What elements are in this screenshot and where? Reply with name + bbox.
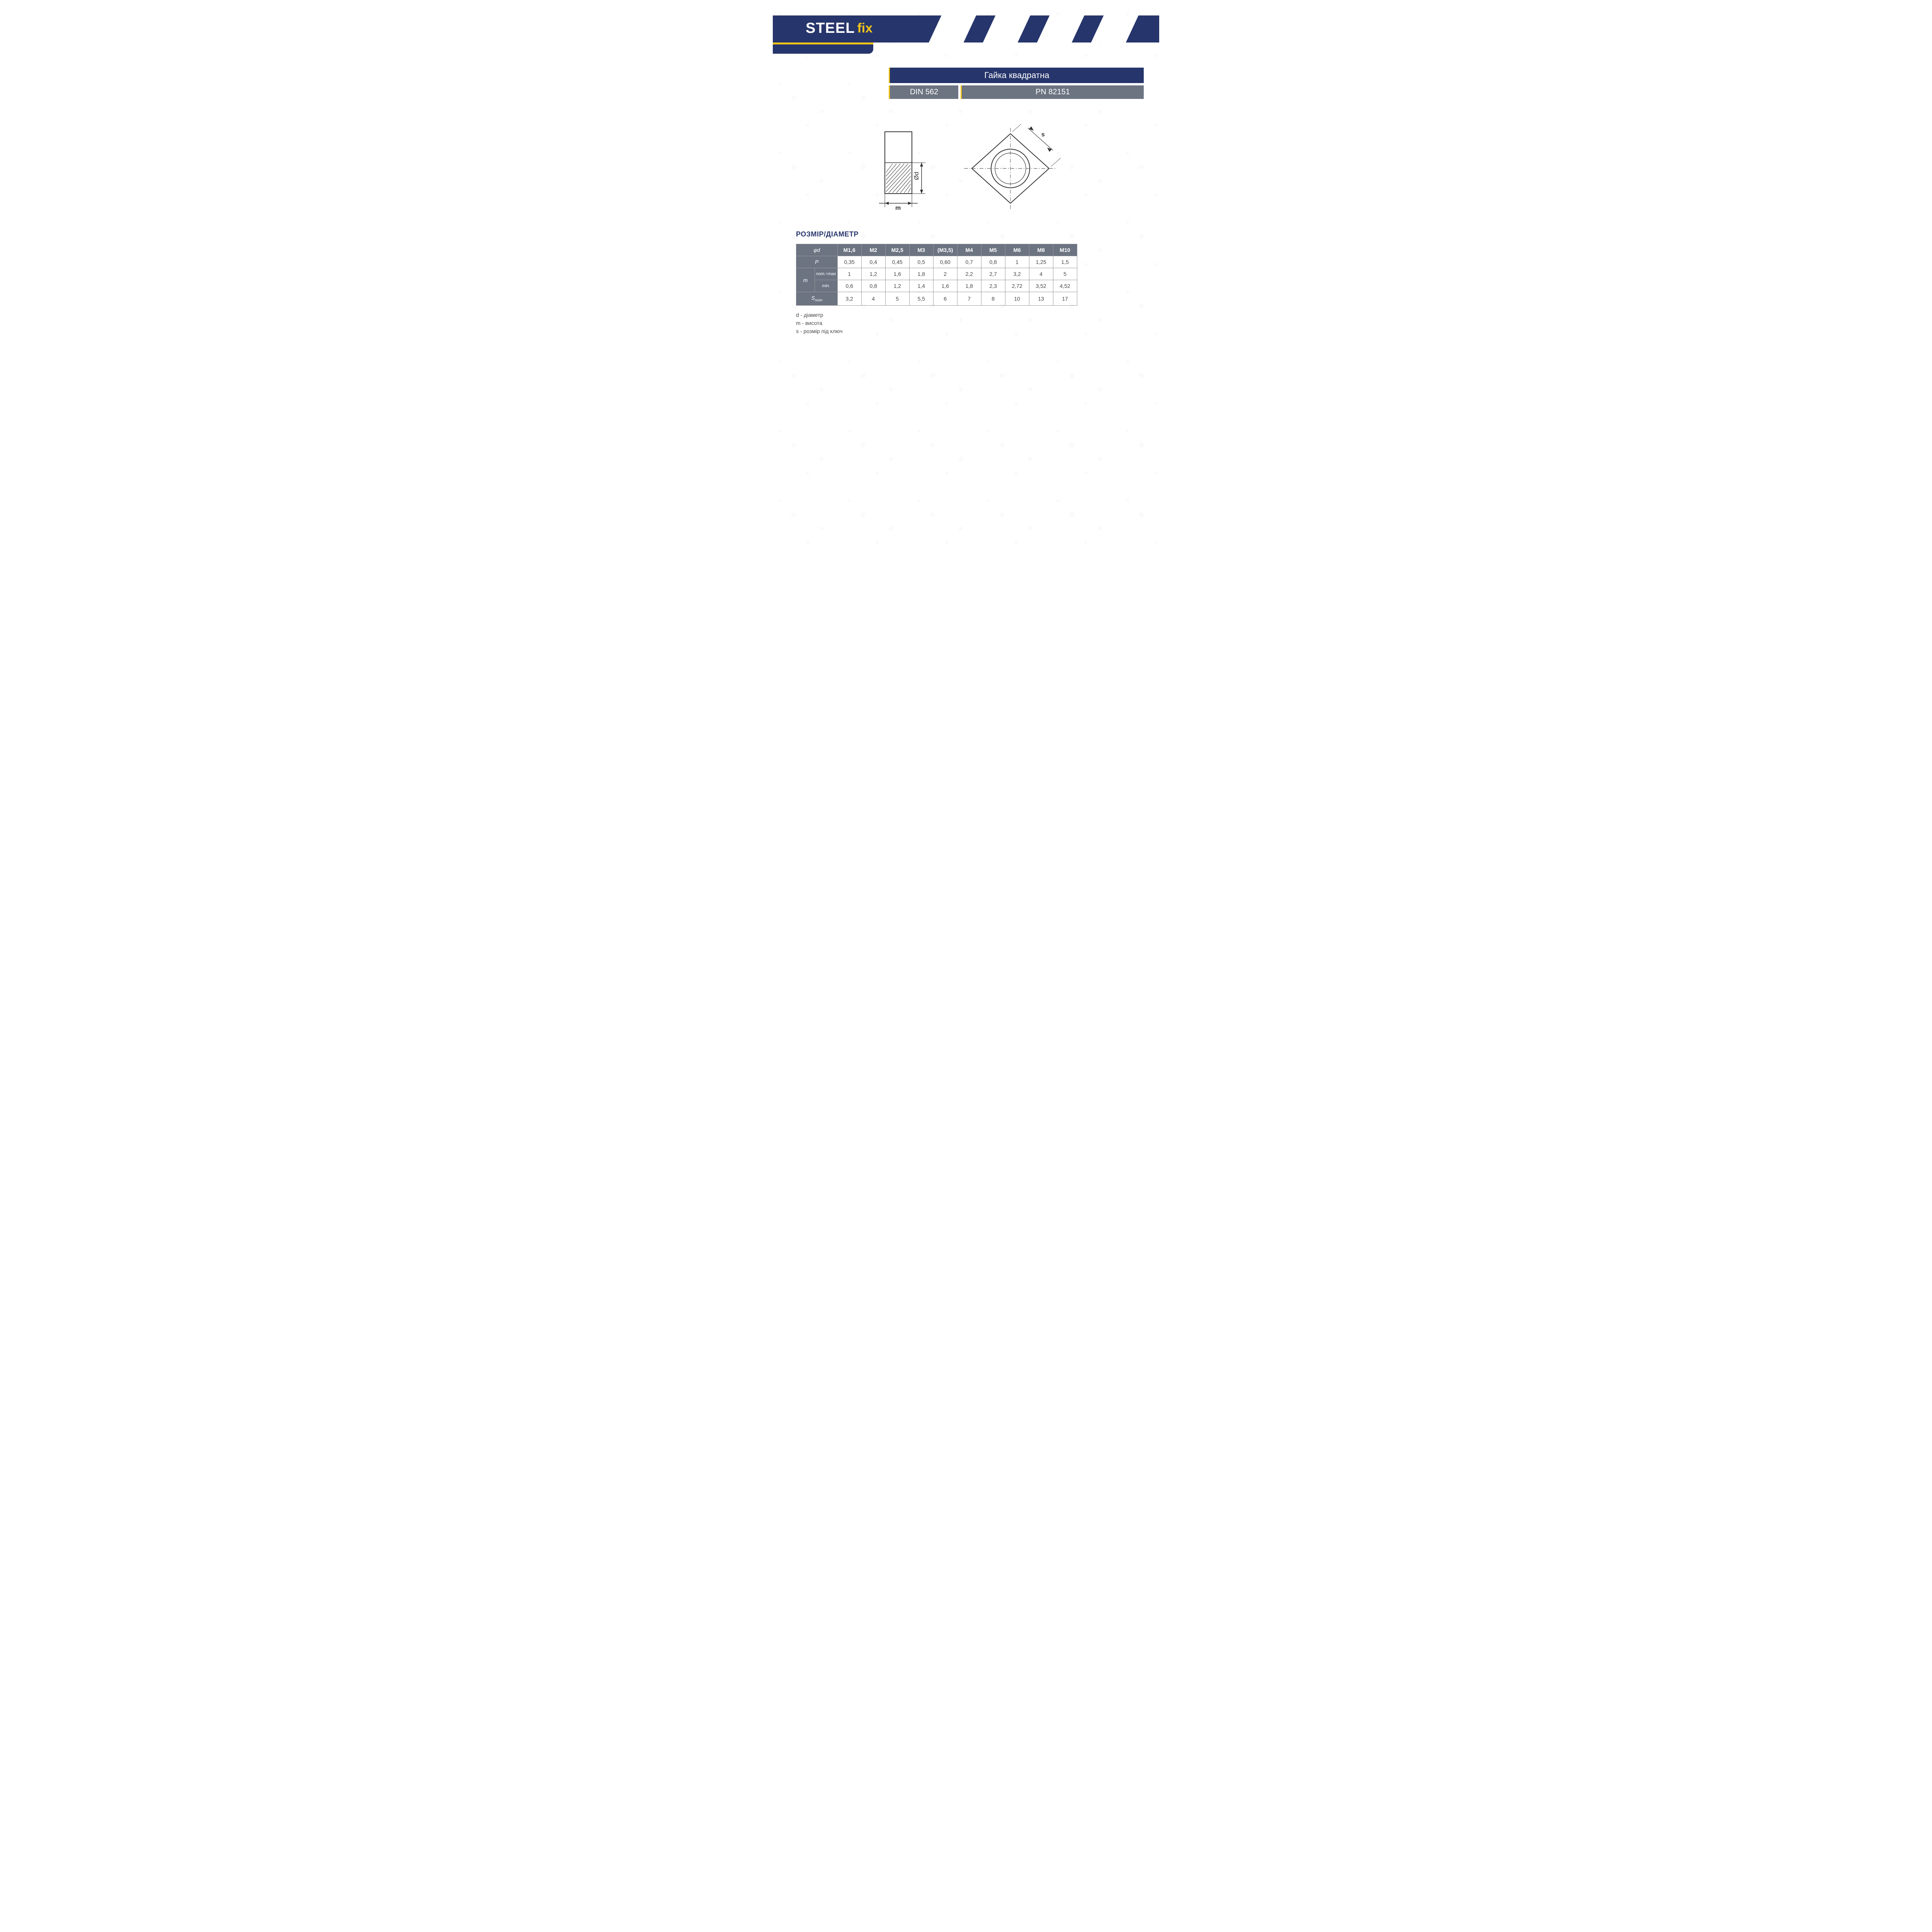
- cell: 0,8: [981, 256, 1005, 268]
- product-title: Гайка квадратна: [889, 68, 1144, 83]
- col-head: M2: [861, 244, 885, 256]
- col-head: M5: [981, 244, 1005, 256]
- logo: STEEL fix: [806, 20, 872, 37]
- cell: 1,2: [861, 268, 885, 280]
- legend-line: s - розмір під ключ: [796, 327, 1159, 335]
- cell: 1,5: [1053, 256, 1077, 268]
- cell: 1,6: [933, 280, 957, 292]
- cell: 0,8: [861, 280, 885, 292]
- cell: 2,2: [957, 268, 981, 280]
- cell: 13: [1029, 292, 1053, 306]
- title-block: Гайка квадратна DIN 562 PN 82151: [889, 68, 1144, 99]
- dimension-table: φd M1,6 M2 M2,5 M3 (M3,5) M4 M5 M6 M8 M1…: [796, 244, 1077, 306]
- cell: 0,5: [909, 256, 933, 268]
- cell: 1,25: [1029, 256, 1053, 268]
- cell: 3,52: [1029, 280, 1053, 292]
- col-head: M4: [957, 244, 981, 256]
- side-view-icon: Ød m: [871, 124, 937, 213]
- cell: 5: [1053, 268, 1077, 280]
- table-row: φd M1,6 M2 M2,5 M3 (M3,5) M4 M5 M6 M8 M1…: [796, 244, 1077, 256]
- cell: 2,72: [1005, 280, 1029, 292]
- cell: 0,7: [957, 256, 981, 268]
- cell: 2,3: [981, 280, 1005, 292]
- svg-text:m: m: [895, 205, 901, 211]
- col-head: M6: [1005, 244, 1029, 256]
- svg-text:Ød: Ød: [913, 172, 920, 180]
- cell: 2: [933, 268, 957, 280]
- cell: 4: [861, 292, 885, 306]
- cell: 1,8: [909, 268, 933, 280]
- cell: 1: [837, 268, 861, 280]
- logo-fix: fix: [857, 21, 872, 36]
- logo-steel: STEEL: [806, 20, 855, 37]
- cell: 2,7: [981, 268, 1005, 280]
- header-accent-navy: [773, 44, 873, 54]
- technical-diagram: Ød m s: [850, 118, 1082, 219]
- table-row: min. 0,6 0,8 1,2 1,4 1,6 1,8 2,3 2,72 3,…: [796, 280, 1077, 292]
- svg-text:s: s: [1041, 131, 1045, 138]
- row-header-phi-d: φd: [796, 244, 838, 256]
- cell: 4: [1029, 268, 1053, 280]
- top-view-icon: s: [960, 124, 1061, 213]
- standard-din: DIN 562: [889, 85, 958, 99]
- col-head: M10: [1053, 244, 1077, 256]
- col-head: M1,6: [837, 244, 861, 256]
- page: STEEL fix Гайка квадратна DIN 562 PN 821…: [773, 0, 1159, 546]
- cell: 4,52: [1053, 280, 1077, 292]
- cell: 8: [981, 292, 1005, 306]
- col-head: M3: [909, 244, 933, 256]
- table-row: P 0,35 0,4 0,45 0,5 0,60 0,7 0,8 1 1,25 …: [796, 256, 1077, 268]
- col-head: M8: [1029, 244, 1053, 256]
- row-header-p: P: [796, 256, 838, 268]
- table-row: Snom 3,2 4 5 5,5 6 7 8 10 13 17: [796, 292, 1077, 306]
- cell: 0,6: [837, 280, 861, 292]
- cell: 5: [885, 292, 909, 306]
- legend-line: m - висота: [796, 319, 1159, 327]
- row-sub-min: min.: [815, 280, 838, 292]
- section-heading: РОЗМІР/ДІАМЕТР: [796, 230, 1159, 238]
- cell: 1,6: [885, 268, 909, 280]
- row-header-m: m: [796, 268, 815, 292]
- header-band: STEEL fix: [773, 0, 1159, 54]
- standard-pn: PN 82151: [961, 85, 1144, 99]
- cell: 1,2: [885, 280, 909, 292]
- col-head: M2,5: [885, 244, 909, 256]
- table-row: m nom.=max 1 1,2 1,6 1,8 2 2,2 2,7 3,2 4…: [796, 268, 1077, 280]
- cell: 7: [957, 292, 981, 306]
- row-header-s: Snom: [796, 292, 838, 306]
- cell: 1: [1005, 256, 1029, 268]
- standards-row: DIN 562 PN 82151: [889, 85, 1144, 99]
- row-sub-nom: nom.=max: [815, 268, 838, 280]
- legend-line: d - діаметр: [796, 311, 1159, 319]
- legend: d - діаметр m - висота s - розмір під кл…: [796, 311, 1159, 335]
- cell: 3,2: [1005, 268, 1029, 280]
- cell: 10: [1005, 292, 1029, 306]
- cell: 0,35: [837, 256, 861, 268]
- cell: 3,2: [837, 292, 861, 306]
- cell: 0,60: [933, 256, 957, 268]
- cell: 1,8: [957, 280, 981, 292]
- cell: 0,4: [861, 256, 885, 268]
- cell: 6: [933, 292, 957, 306]
- cell: 1,4: [909, 280, 933, 292]
- cell: 0,45: [885, 256, 909, 268]
- col-head: (M3,5): [933, 244, 957, 256]
- cell: 5,5: [909, 292, 933, 306]
- cell: 17: [1053, 292, 1077, 306]
